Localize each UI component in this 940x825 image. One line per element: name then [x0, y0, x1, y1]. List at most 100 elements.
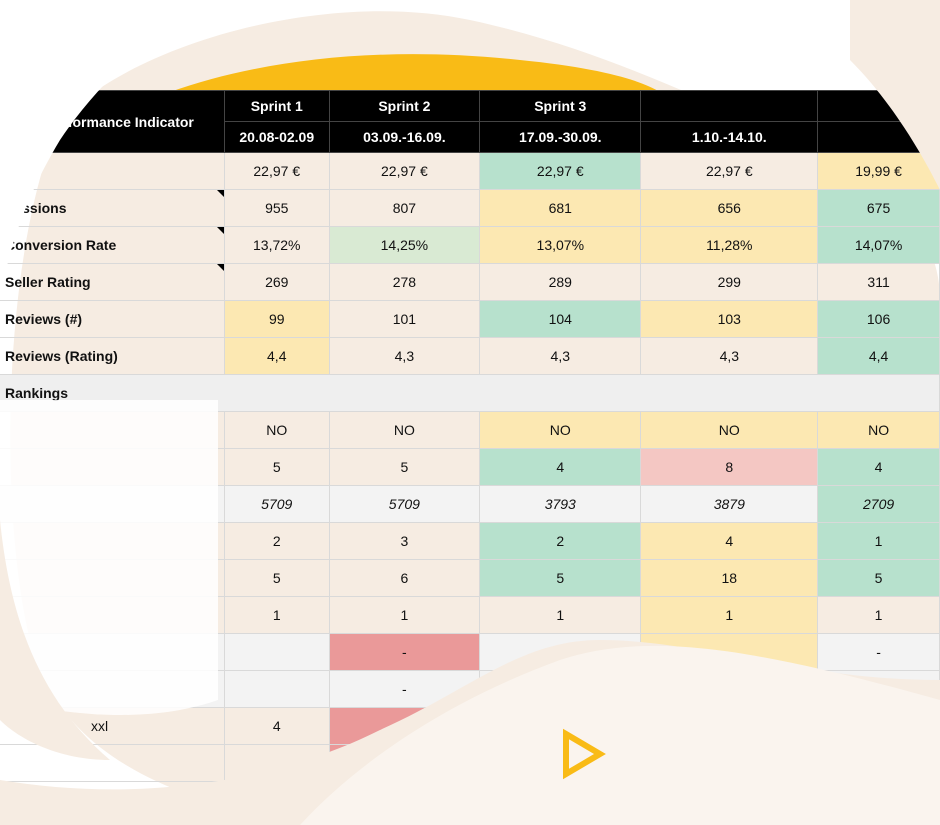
table-cell[interactable]: 278 — [328, 263, 481, 301]
table-cell[interactable]: 3 — [328, 522, 481, 560]
table-cell[interactable]: 1 — [479, 596, 642, 634]
row-label[interactable] — [0, 411, 225, 449]
sprint-4-dates[interactable]: 1.10.-14.10. — [640, 121, 819, 153]
table-cell[interactable]: 14,07% — [817, 226, 940, 264]
table-cell[interactable]: 311 — [817, 263, 940, 301]
table-cell[interactable]: 103 — [640, 300, 819, 338]
table-cell[interactable] — [479, 633, 642, 671]
table-cell[interactable]: 104 — [479, 300, 642, 338]
table-cell[interactable]: 675 — [817, 189, 940, 227]
table-cell[interactable]: 6 — [328, 559, 481, 597]
row-label[interactable] — [0, 633, 225, 671]
table-cell[interactable]: 22,97 € — [223, 152, 330, 190]
sprint-1-header[interactable]: Sprint 1 — [223, 90, 330, 122]
table-cell[interactable]: 1 — [223, 596, 330, 634]
row-label[interactable] — [0, 559, 225, 597]
table-cell[interactable]: 4 — [817, 448, 940, 486]
sprint-2-dates[interactable]: 03.09.-16.09. — [328, 121, 481, 153]
table-cell[interactable]: 4 — [640, 522, 819, 560]
table-cell[interactable]: 3793 — [479, 485, 642, 523]
table-cell[interactable]: 5 — [223, 559, 330, 597]
table-cell[interactable]: NO — [640, 411, 819, 449]
table-cell[interactable]: 269 — [223, 263, 330, 301]
table-cell[interactable]: - — [640, 633, 819, 671]
table-cell[interactable]: 8 — [328, 707, 481, 745]
table-cell[interactable]: 807 — [328, 189, 481, 227]
row-label[interactable] — [0, 485, 225, 523]
table-cell[interactable]: 2709 — [817, 485, 940, 523]
table-cell[interactable]: 16 — [817, 707, 940, 745]
row-label[interactable]: Sessions — [0, 189, 225, 227]
table-cell[interactable]: 22,97 € — [328, 152, 481, 190]
table-cell[interactable] — [817, 744, 940, 782]
table-cell[interactable] — [223, 670, 330, 708]
sprint-5-header[interactable] — [817, 90, 940, 122]
table-cell[interactable]: 18 — [640, 559, 819, 597]
table-cell[interactable]: 19,99 € — [817, 152, 940, 190]
table-cell[interactable]: 5709 — [328, 485, 481, 523]
table-cell[interactable]: NO — [223, 411, 330, 449]
sprint-3-dates[interactable]: 17.09.-30.09. — [479, 121, 642, 153]
row-label[interactable] — [0, 744, 225, 782]
table-cell[interactable]: 22,97 € — [640, 152, 819, 190]
table-cell[interactable]: 1 — [328, 596, 481, 634]
table-cell[interactable] — [328, 744, 481, 782]
table-cell[interactable]: - — [328, 633, 481, 671]
sprint-1-dates[interactable]: 20.08-02.09 — [223, 121, 330, 153]
sprint-5-dates[interactable] — [817, 121, 940, 153]
table-cell[interactable]: 4,3 — [640, 337, 819, 375]
row-label[interactable]: Seller Rating — [0, 263, 225, 301]
table-cell[interactable]: NO — [328, 411, 481, 449]
table-cell[interactable] — [223, 744, 330, 782]
table-cell[interactable]: 4,4 — [817, 337, 940, 375]
table-cell[interactable]: 8 — [640, 448, 819, 486]
table-cell[interactable]: NO — [479, 411, 642, 449]
table-cell[interactable]: 681 — [479, 189, 642, 227]
table-cell[interactable]: 1 — [817, 596, 940, 634]
play-triangle-icon[interactable] — [560, 728, 608, 780]
section-label[interactable]: Rankings — [0, 374, 940, 412]
table-cell[interactable]: 13,07% — [479, 226, 642, 264]
sprint-3-header[interactable]: Sprint 3 — [479, 90, 642, 122]
row-label[interactable] — [0, 522, 225, 560]
table-cell[interactable]: 99 — [223, 300, 330, 338]
table-cell[interactable]: 2 — [479, 522, 642, 560]
table-cell[interactable] — [640, 707, 819, 745]
row-label[interactable] — [0, 448, 225, 486]
table-cell[interactable]: 5 — [479, 559, 642, 597]
table-cell[interactable] — [223, 633, 330, 671]
table-cell[interactable]: 106 — [817, 300, 940, 338]
table-cell[interactable]: 22,97 € — [479, 152, 642, 190]
table-cell[interactable]: 2 — [223, 522, 330, 560]
table-cell[interactable] — [479, 670, 642, 708]
row-label[interactable] — [0, 670, 225, 708]
table-cell[interactable]: 14,25% — [328, 226, 481, 264]
row-label[interactable]: Reviews (Rating) — [0, 337, 225, 375]
row-label[interactable]: xxl — [0, 707, 225, 745]
table-cell[interactable] — [640, 744, 819, 782]
table-cell[interactable]: NO — [817, 411, 940, 449]
table-cell[interactable]: 4 — [479, 448, 642, 486]
sprint-4-header[interactable] — [640, 90, 819, 122]
table-cell[interactable]: - — [640, 670, 819, 708]
table-cell[interactable]: 4,3 — [328, 337, 481, 375]
table-cell[interactable]: 13,72% — [223, 226, 330, 264]
table-cell[interactable]: 1 — [640, 596, 819, 634]
table-cell[interactable]: 5709 — [223, 485, 330, 523]
row-label[interactable]: Reviews (#) — [0, 300, 225, 338]
table-cell[interactable]: - — [817, 633, 940, 671]
table-cell[interactable]: - — [817, 670, 940, 708]
table-cell[interactable]: 3879 — [640, 485, 819, 523]
table-cell[interactable]: 5 — [817, 559, 940, 597]
row-label[interactable] — [0, 596, 225, 634]
table-cell[interactable]: 101 — [328, 300, 481, 338]
row-label[interactable] — [0, 152, 225, 190]
table-cell[interactable]: 656 — [640, 189, 819, 227]
table-cell[interactable]: 5 — [328, 448, 481, 486]
table-cell[interactable]: 299 — [640, 263, 819, 301]
table-cell[interactable]: - — [328, 670, 481, 708]
table-cell[interactable]: 1 — [817, 522, 940, 560]
sprint-2-header[interactable]: Sprint 2 — [328, 90, 481, 122]
table-cell[interactable]: 289 — [479, 263, 642, 301]
table-cell[interactable]: 11,28% — [640, 226, 819, 264]
